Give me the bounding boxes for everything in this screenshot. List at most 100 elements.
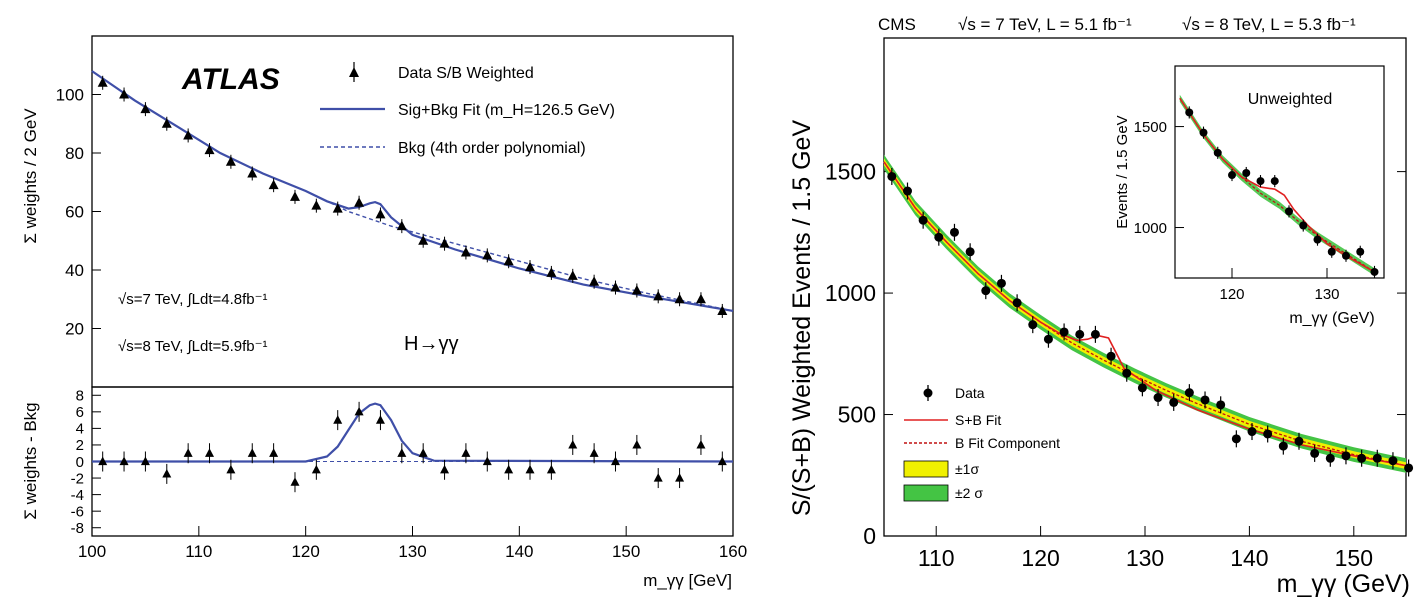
cms-legend-swatch-2sigma: [903, 484, 949, 502]
cms-legend-label-data: Data: [955, 385, 985, 401]
y-tick-label: -2: [71, 470, 84, 487]
atlas-annotation-8tev: √s=8 TeV, ∫Ldt=5.9fb⁻¹: [118, 338, 268, 355]
data-point: [1012, 298, 1022, 308]
y-tick-label: 0: [863, 523, 876, 549]
x-tick-label: 160: [719, 542, 747, 561]
data-point: [632, 439, 642, 449]
data-point: [1231, 434, 1241, 444]
cms-header-8tev: √s = 8 TeV, L = 5.3 fb⁻¹: [1182, 15, 1356, 34]
data-point: [717, 456, 727, 466]
atlas-annotation-channel: H→γγ: [404, 333, 458, 355]
data-point: [1153, 393, 1163, 403]
data-point: [119, 456, 129, 466]
atlas-main-ylabel: Σ weights / 2 GeV: [21, 108, 40, 244]
x-tick-label: 140: [505, 542, 533, 561]
data-point: [1185, 108, 1194, 117]
x-tick-label: 120: [291, 542, 319, 561]
data-point: [225, 156, 236, 166]
data-point: [440, 464, 450, 474]
data-point: [996, 278, 1006, 288]
data-point: [918, 215, 928, 225]
data-point: [268, 179, 279, 190]
atlas-legend-label-fit: Sig+Bkg Fit (m_H=126.5 GeV): [398, 102, 615, 119]
data-point: [311, 200, 322, 210]
data-point: [675, 473, 685, 482]
x-tick-label: 110: [918, 545, 955, 571]
data-point: [1310, 448, 1320, 458]
y-tick-label: 60: [65, 202, 84, 221]
data-point: [183, 129, 194, 140]
data-point: [1200, 395, 1210, 405]
y-tick-label: 500: [838, 402, 876, 428]
data-point: [546, 267, 557, 277]
sig-bkg-fit-line: [91, 70, 734, 312]
data-point: [717, 305, 728, 315]
atlas-logo: ATLAS: [181, 63, 280, 96]
y-tick-label: 80: [65, 144, 84, 163]
data-point: [418, 235, 429, 245]
data-point: [354, 406, 364, 416]
data-point: [1059, 327, 1069, 337]
data-point: [226, 464, 236, 474]
data-point: [375, 415, 385, 424]
x-tick-label: 130: [1314, 286, 1339, 303]
atlas-main-plot-area: [91, 70, 734, 318]
cms-main-ylabel: S/(S+B) Weighted Events / 1.5 GeV: [788, 120, 816, 517]
atlas-xlabel: m_γγ [GeV]: [643, 571, 732, 590]
data-point: [1137, 383, 1147, 393]
data-point: [247, 167, 258, 178]
data-point: [1370, 267, 1379, 276]
cms-legend-label-1sigma: ±1σ: [955, 461, 979, 477]
data-point: [289, 191, 300, 201]
data-point: [1199, 128, 1208, 137]
cms-legend-label-sb: S+B Fit: [955, 412, 1001, 428]
cms-legend-marker-data: [923, 385, 933, 401]
x-tick-label: 120: [1021, 545, 1059, 571]
data-point: [887, 171, 897, 181]
data-point: [1090, 329, 1100, 339]
data-point: [1184, 388, 1194, 398]
data-point: [934, 232, 944, 242]
cms-inset-panel: 1000 1500 120 130 Unweighted Events / 1.5 G…: [1114, 65, 1385, 327]
data-point: [354, 197, 365, 207]
data-point: [375, 208, 386, 219]
data-point: [183, 448, 193, 457]
data-point: [1356, 247, 1365, 256]
data-point: [140, 456, 150, 466]
data-point: [1256, 177, 1265, 186]
data-point: [119, 89, 130, 99]
data-point: [965, 247, 975, 257]
cms-inset-axes: 1000 1500 120 130: [1134, 119, 1340, 303]
data-point: [482, 456, 492, 466]
x-tick-label: 110: [185, 542, 212, 561]
y-tick-label: 2: [76, 437, 84, 454]
data-point: [631, 284, 642, 295]
data-point: [1169, 397, 1179, 407]
data-point: [902, 186, 912, 196]
data-point: [269, 448, 279, 457]
cms-inset-xlabel: m_γγ (GeV): [1289, 310, 1374, 327]
data-point: [1285, 207, 1293, 216]
data-point: [696, 439, 706, 449]
data-point: [546, 464, 556, 474]
data-point: [418, 448, 428, 457]
data-point: [1028, 320, 1038, 330]
data-point: [333, 415, 343, 424]
data-point: [204, 144, 215, 155]
data-point: [247, 448, 257, 457]
data-point: [525, 261, 536, 272]
data-point: [567, 270, 578, 280]
data-point: [1388, 456, 1398, 466]
data-point: [503, 255, 514, 266]
atlas-legend-marker-data: [349, 62, 359, 82]
y-tick-label: 1000: [825, 280, 876, 306]
y-tick-label: 1500: [825, 159, 876, 185]
data-point: [568, 439, 578, 449]
x-tick-label: 120: [1219, 286, 1244, 303]
data-point: [161, 118, 172, 128]
atlas-legend: Data S/B Weighted Sig+Bkg Fit (m_H=126.5…: [320, 62, 615, 157]
data-point: [98, 456, 108, 466]
data-point: [1216, 400, 1226, 410]
cms-main-panel: CMS √s = 7 TeV, L = 5.1 fb⁻¹ √s = 8 TeV,…: [788, 15, 1414, 598]
